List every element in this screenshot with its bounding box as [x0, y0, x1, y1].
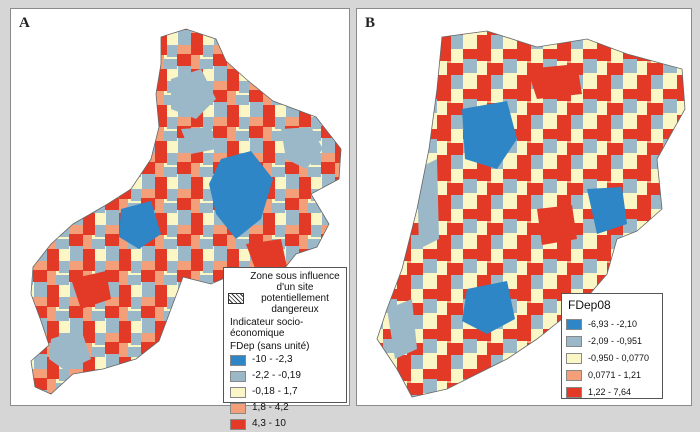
legend-class-row: -10 - -2,3	[224, 352, 346, 368]
color-swatch	[566, 387, 582, 398]
panel-a-letter: A	[19, 15, 30, 31]
legend-class-label: 4,3 - 10	[252, 418, 286, 429]
color-swatch	[230, 418, 246, 430]
legend-class-row: 4,3 - 10	[224, 416, 346, 432]
panel-b-letter: B	[365, 15, 376, 31]
legend-class-row: -6,93 - -2,10	[562, 316, 662, 333]
color-swatch	[230, 370, 246, 382]
legend-class-label: -2,09 - -0,951	[588, 336, 643, 346]
map-panel-b: B FDep08 -6,93 - -2,10 -2,09 - -0,951 -0…	[356, 8, 692, 406]
legend-class-row: -2,2 - -0,19	[224, 368, 346, 384]
color-swatch	[230, 386, 246, 398]
legend-class-label: -0,950 - 0,0770	[588, 353, 650, 363]
legend-class-label: 1,8 - 4,2	[252, 402, 289, 413]
color-swatch	[230, 402, 246, 414]
map-panel-a: A Zone sous influence d'un site potentie…	[10, 8, 350, 430]
legend-class-row: 0,0771 - 1,21	[562, 367, 662, 384]
legend-class-row: -0,18 - 1,7	[224, 384, 346, 400]
color-swatch	[566, 370, 582, 381]
legend-class-row: -0,950 - 0,0770	[562, 350, 662, 367]
legend-class-label: 0,0771 - 1,21	[588, 370, 642, 380]
legend-class-row: 1,8 - 4,2	[224, 400, 346, 416]
map-legend-b: FDep08 -6,93 - -2,10 -2,09 - -0,951 -0,9…	[561, 293, 663, 399]
legend-class-label: -2,2 - -0,19	[252, 370, 301, 381]
legend-class-row: -2,09 - -0,951	[562, 333, 662, 350]
map-legend-a: Zone sous influence d'un site potentiell…	[223, 267, 347, 430]
hazard-zone-legend-item: Zone sous influence d'un site potentiell…	[224, 268, 346, 315]
legend-class-label: 1,22 - 7,64	[588, 387, 632, 397]
legend-class-label: -6,93 - -2,10	[588, 319, 638, 329]
legend-class-label: -0,18 - 1,7	[252, 386, 298, 397]
indicator-subtitle: FDep (sans unité)	[230, 341, 310, 352]
color-swatch	[566, 336, 582, 347]
region-map-b[interactable]	[357, 9, 691, 405]
legend-class-label: -10 - -2,3	[252, 354, 293, 365]
legend-b-title: FDep08	[568, 298, 611, 312]
color-swatch	[566, 319, 582, 330]
color-swatch	[230, 354, 246, 366]
hazard-zone-label: Zone sous influence d'un site potentiell…	[250, 271, 340, 315]
region-map-a[interactable]	[11, 9, 349, 405]
hatch-swatch-icon	[228, 293, 244, 304]
color-swatch	[566, 353, 582, 364]
legend-class-row: 1,22 - 7,64	[562, 384, 662, 401]
indicator-title: Indicateur socio-économique	[230, 317, 304, 339]
